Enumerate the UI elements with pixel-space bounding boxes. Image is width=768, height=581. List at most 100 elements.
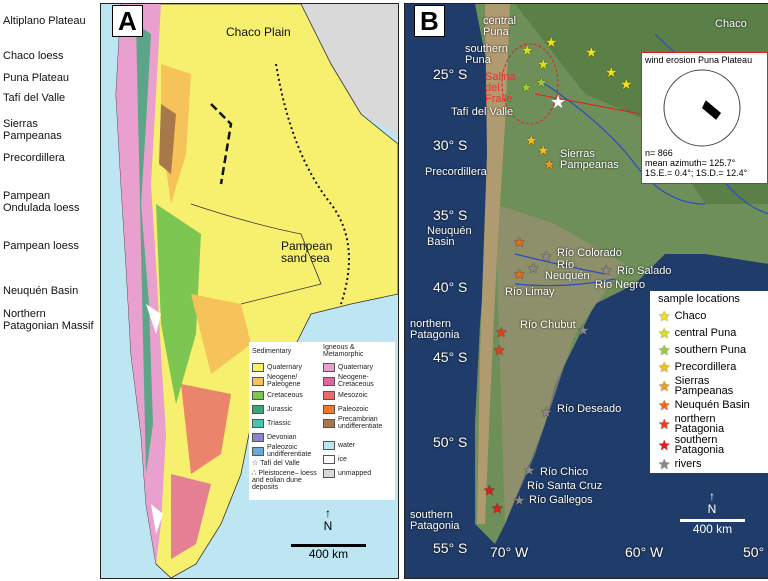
legend-sed-title: Sedimentary [252, 348, 292, 355]
swatch [252, 390, 264, 400]
legend-item: ice [323, 452, 395, 466]
legend-item: ★ central Puna [658, 325, 737, 341]
legend-item: Devonian [252, 430, 322, 444]
star-icon: ☆ [252, 460, 261, 467]
panel-a-letter: A [112, 5, 143, 37]
sample-star-icon: ★ [545, 34, 558, 50]
rose-diagram [663, 69, 741, 147]
longitude-label: 70° W [490, 544, 529, 560]
legend-item: Paleozoic undifferentiate [252, 444, 322, 458]
legend-item: Precambrian undifferentiate [323, 416, 395, 430]
legend-item: Quaternary [323, 360, 395, 374]
legend-pleistocene: ∴ Pleistocene– loess and eolian dune dep… [252, 470, 317, 491]
sample-star-icon: ★ [537, 142, 550, 158]
swatch [323, 440, 335, 450]
sample-star-icon: ★ [543, 156, 556, 172]
place-label: Río Chubut [520, 319, 576, 331]
legend-item: Triassic [252, 416, 322, 430]
place-label: Río Colorado [557, 247, 622, 259]
wind-rose-inset: wind erosion Puna Plateau n= 866 mean az… [641, 52, 768, 184]
star-icon: ★ [658, 359, 671, 375]
swatch [252, 418, 264, 428]
star-icon: ★ [658, 437, 671, 453]
star-icon: ★ [658, 378, 671, 394]
latitude-label: 55° S [433, 540, 468, 556]
sample-star-icon: ★ [605, 64, 618, 80]
panel-b: ★ ★ ★ ★ ★ ★ ★ ★ ★ ★ ★ ★ ★ ★ ★ ★ ★ ★ ★ ★ ★ ★ ★ ★ ★ wind erosion P… [404, 3, 768, 579]
sample-star-icon: ★ [585, 44, 598, 60]
region-label: Pampean Ondulada loess [3, 190, 80, 214]
scale-bar-a: 400 km [291, 544, 366, 561]
swatch [252, 446, 264, 456]
legend-item: ★ Chaco [658, 308, 707, 324]
sample-star-icon: ★ [527, 260, 540, 276]
latitude-label: 45° S [433, 349, 468, 365]
scale-bar-b: 400 km [680, 519, 745, 536]
legend-item: Cretaceous [252, 388, 322, 402]
star-icon: ★ [658, 308, 671, 324]
legend-item: ★ Precordillera [658, 359, 737, 375]
rose-n: n= 866 [645, 148, 673, 158]
place-label: Río Gallegos [529, 494, 593, 506]
place-label: Precordillera [425, 166, 487, 178]
salina-label: Salina del Fraile [485, 71, 516, 105]
swatch [323, 404, 335, 414]
region-label: Puna Plateau [3, 72, 70, 84]
swatch [252, 376, 264, 386]
place-label: Río Deseado [557, 403, 622, 415]
sample-star-icon: ★ [577, 322, 590, 338]
legend-tafi: ☆ Tafí del Valle [252, 460, 300, 467]
sample-star-icon: ★ [493, 342, 506, 358]
north-arrow-b: ↑ N [707, 489, 717, 516]
star-icon: ★ [658, 342, 671, 358]
region-label: Neuquén Basin [3, 285, 79, 297]
star-icon: ★ [658, 416, 671, 432]
pampean-sand-sea-label: Pampean sand sea [281, 239, 333, 265]
swatch [323, 454, 335, 464]
swatch [323, 468, 335, 478]
rose-se: 1S.E.= 0.4°; 1S.D.= 12.4° [645, 168, 748, 178]
legend-item: Jurassic [252, 402, 322, 416]
legend-title: sample locations [658, 293, 740, 305]
sample-star-icon: ★ [513, 492, 526, 508]
latitude-label: 25° S [433, 66, 468, 82]
rose-petal [702, 100, 722, 120]
latitude-label: 30° S [433, 137, 468, 153]
sample-star-icon: ★ [491, 500, 504, 516]
chaco-plain-label: Chaco Plain [226, 25, 291, 39]
swatch [252, 432, 264, 442]
place-label: northern Patagonia [410, 318, 460, 341]
region-label: Northern Patagonian Massif [3, 308, 94, 332]
longitude-label: 50° W [743, 544, 768, 560]
legend-item: Mesozoic [323, 388, 395, 402]
panel-a: Chaco Plain Pampean sand sea Sedimentary… [100, 3, 399, 579]
region-label: Precordillera [3, 152, 65, 164]
legend-item: Quaternary [252, 360, 322, 374]
legend-item: ★ southern Patagonia [658, 434, 725, 456]
place-label: Río Santa Cruz [527, 480, 603, 492]
panel-b-letter: B [414, 5, 445, 37]
region-label: Altiplano Plateau [3, 15, 86, 27]
sample-star-icon: ★ [513, 234, 526, 250]
sample-star-icon: ★ [540, 248, 553, 264]
place-label: Río [557, 259, 575, 271]
place-label: Río Salado [617, 265, 672, 277]
dotted-outline-icon: ∴ [252, 470, 259, 477]
north-arrow-a: ↑ N [323, 506, 333, 533]
tafi-star-icon: ★ [550, 92, 567, 112]
longitude-label: 60° W [625, 544, 664, 560]
region-label: Tafí del Valle [3, 92, 66, 104]
rose-mean: mean azimuth= 125.7° [645, 158, 736, 168]
rose-title: wind erosion Puna Plateau [645, 55, 753, 65]
geologic-map [115, 4, 398, 578]
sample-star-icon: ★ [495, 324, 508, 340]
sample-star-icon: ★ [600, 262, 613, 278]
place-label: Tafí del Valle [451, 106, 514, 118]
sample-star-icon: ★ [525, 132, 538, 148]
swatch [252, 362, 264, 372]
legend-item: Paleozoic [323, 402, 395, 416]
legend-item: Neogene/ Paleogene [252, 374, 322, 388]
legend-item: ★ Sierras Pampeanas [658, 375, 734, 397]
sample-star-icon: ★ [520, 79, 533, 95]
star-icon: ★ [658, 397, 671, 413]
